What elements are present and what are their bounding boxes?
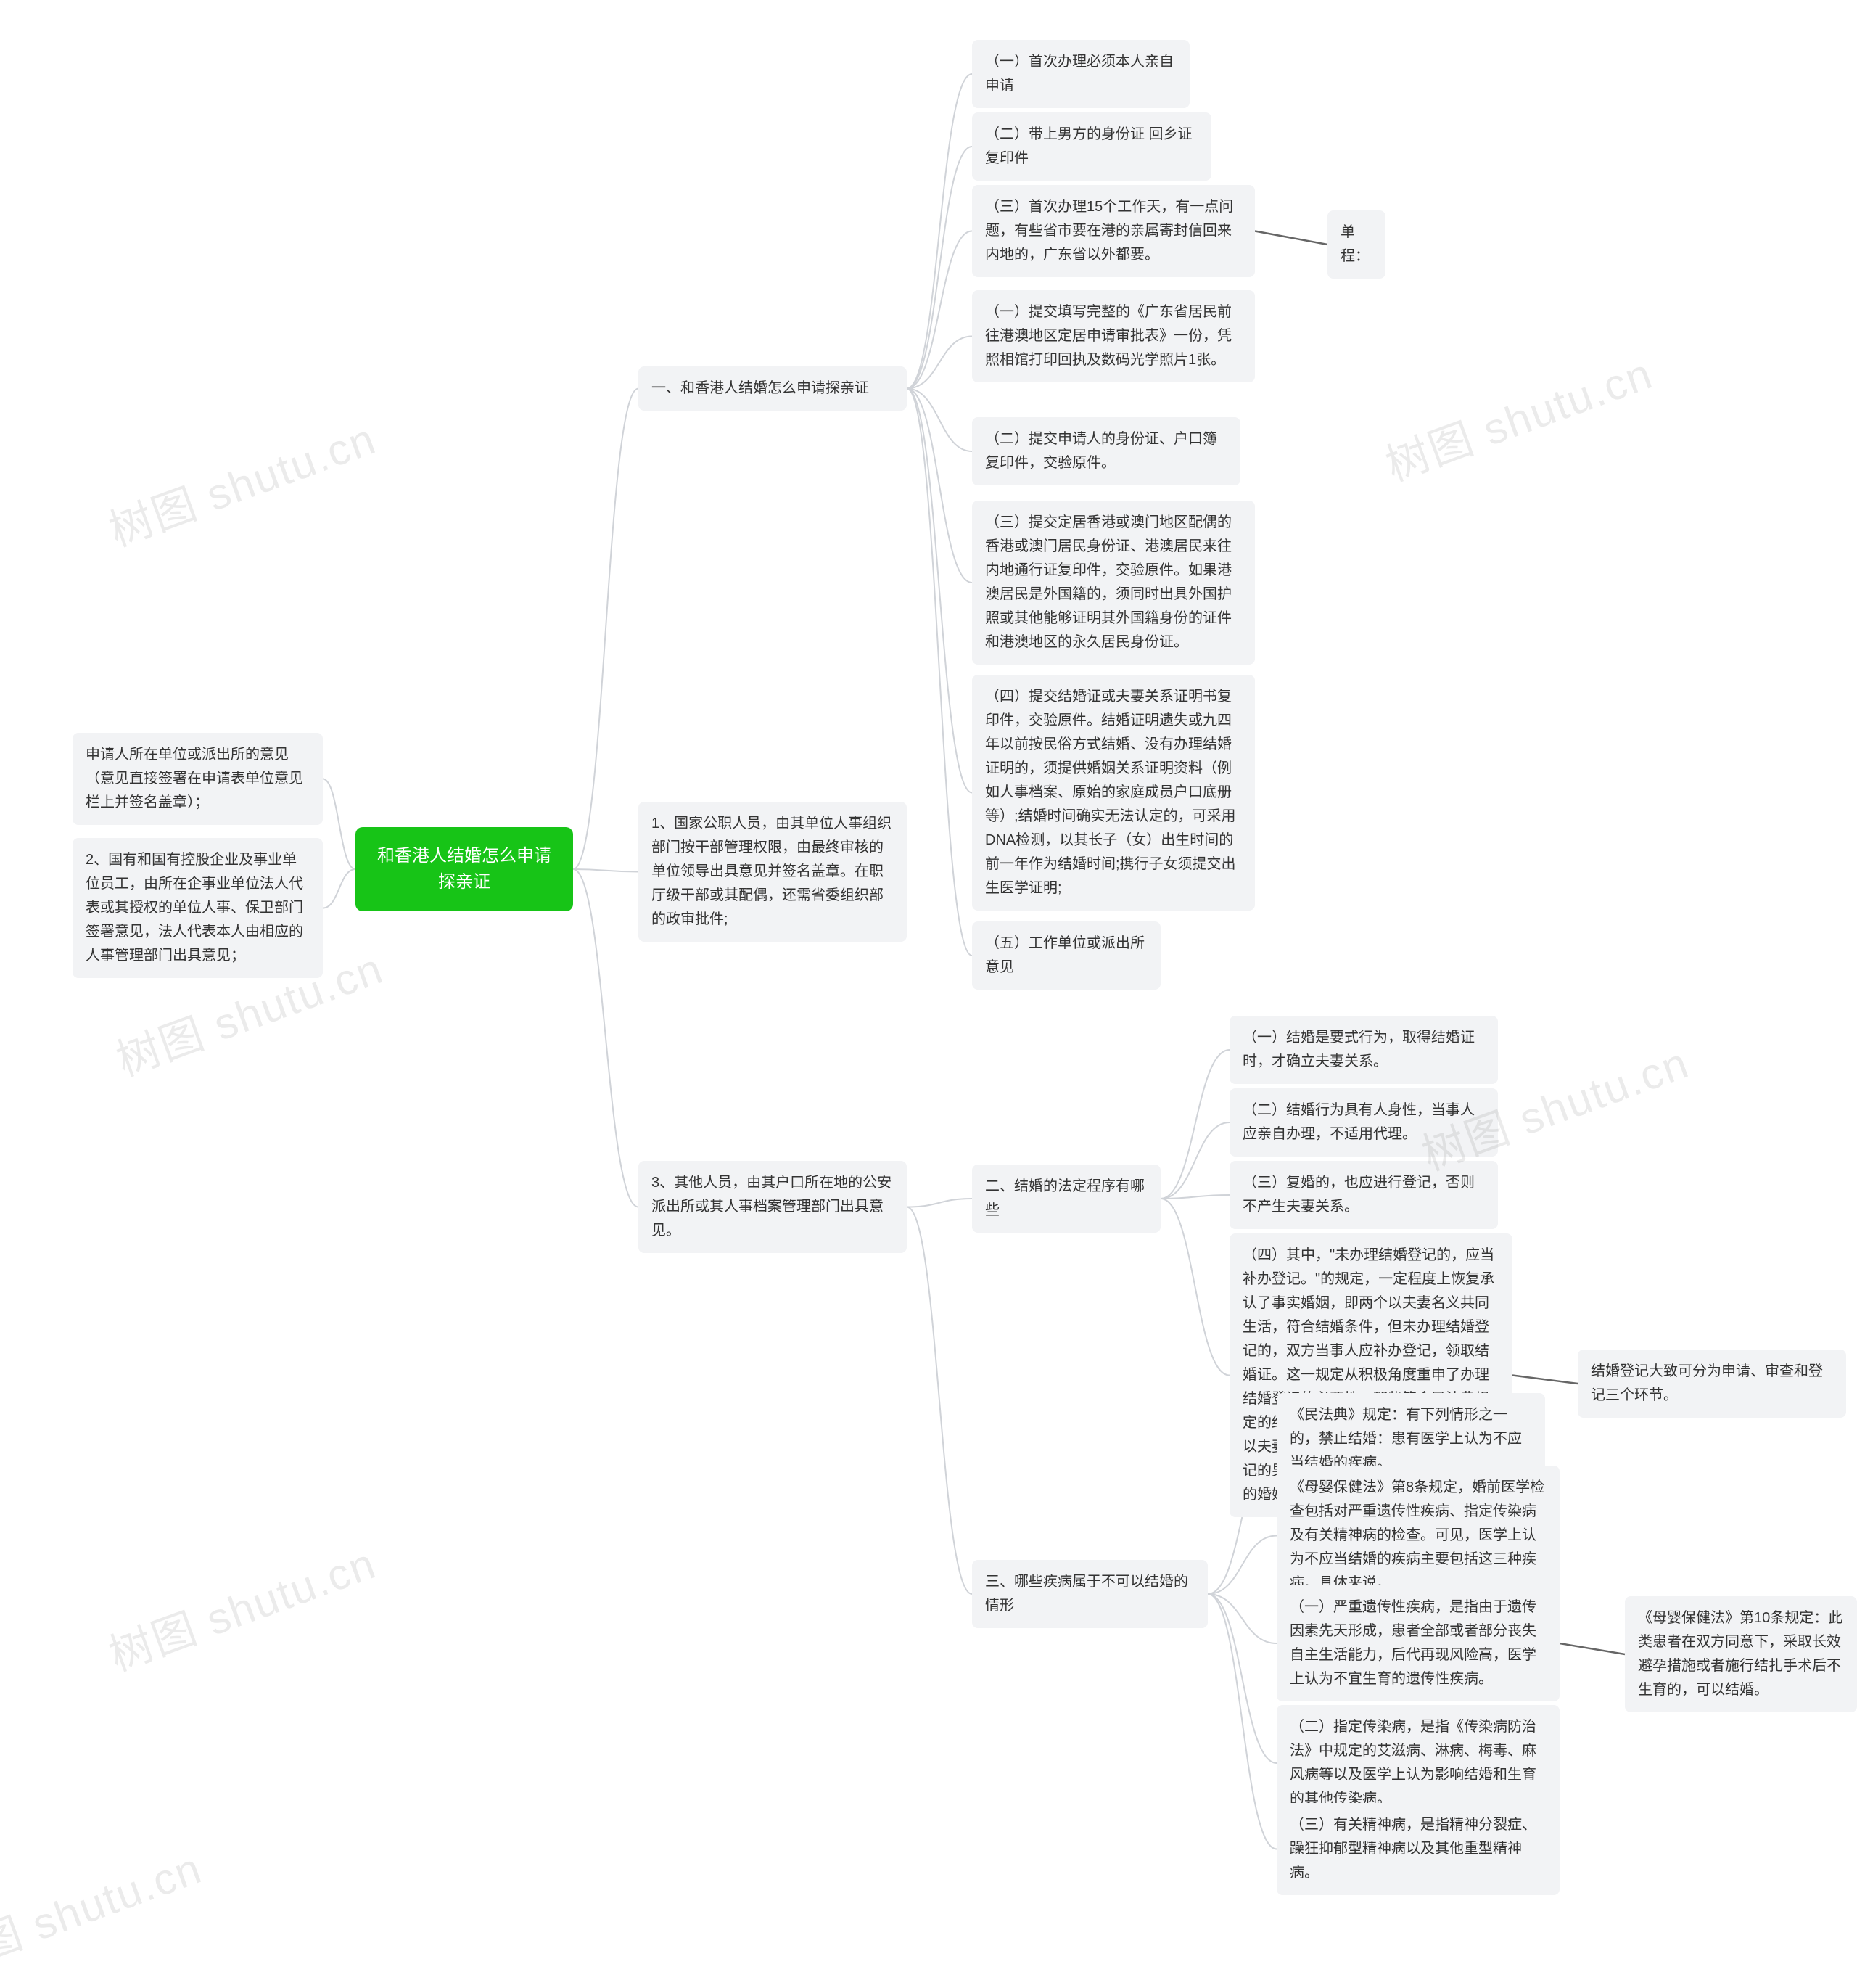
node-r1c[interactable]: （三）首次办理15个工作天，有一点问题，有些省市要在港的亲属寄封信回来内地的，广… bbox=[972, 185, 1255, 277]
node-r3b3x[interactable]: 《母婴保健法》第10条规定：此类患者在双方同意下，采取长效避孕措施或者施行结扎手… bbox=[1625, 1596, 1857, 1712]
node-r1d[interactable]: （一）提交填写完整的《广东省居民前往港澳地区定居申请审批表》一份，凭照相馆打印回… bbox=[972, 290, 1255, 382]
node-r1g[interactable]: （四）提交结婚证或夫妻关系证明书复印件，交验原件。结婚证明遗失或九四年以前按民俗… bbox=[972, 675, 1255, 911]
node-r1f[interactable]: （三）提交定居香港或澳门地区配偶的香港或澳门居民身份证、港澳居民来往内地通行证复… bbox=[972, 501, 1255, 665]
node-r3a3[interactable]: （三）复婚的，也应进行登记，否则不产生夫妻关系。 bbox=[1230, 1161, 1498, 1229]
node-r3a2[interactable]: （二）结婚行为具有人身性，当事人应亲自办理，不适用代理。 bbox=[1230, 1088, 1498, 1157]
node-r1e[interactable]: （二）提交申请人的身份证、户口簿复印件，交验原件。 bbox=[972, 417, 1240, 485]
left-node-2[interactable]: 2、国有和国有控股企业及事业单位员工，由所在企事业单位法人代表或其授权的单位人事… bbox=[73, 838, 323, 978]
branch-r2[interactable]: 1、国家公职人员，由其单位人事组织部门按干部管理权限，由最终审核的单位领导出具意… bbox=[638, 802, 907, 942]
node-r1h[interactable]: （五）工作单位或派出所意见 bbox=[972, 921, 1161, 990]
node-r1c1[interactable]: 单程： bbox=[1327, 210, 1385, 279]
node-r1b[interactable]: （二）带上男方的身份证 回乡证复印件 bbox=[972, 112, 1211, 181]
watermark-text: 树图 shutu.cn bbox=[1376, 339, 1660, 494]
node-r3b[interactable]: 三、哪些疾病属于不可以结婚的情形 bbox=[972, 1560, 1208, 1628]
watermark-text: 树图 shutu.cn bbox=[99, 1529, 384, 1684]
branch-r3[interactable]: 3、其他人员，由其户口所在地的公安派出所或其人事档案管理部门出具意见。 bbox=[638, 1161, 907, 1253]
node-r1a[interactable]: （一）首次办理必须本人亲自申请 bbox=[972, 40, 1190, 108]
node-r3b3[interactable]: （一）严重遗传性疾病，是指由于遗传因素先天形成，患者全部或者部分丧失自主生活能力… bbox=[1277, 1585, 1560, 1701]
root-node[interactable]: 和香港人结婚怎么申请探亲证 bbox=[355, 827, 573, 911]
node-r3b5[interactable]: （三）有关精神病，是指精神分裂症、躁狂抑郁型精神病以及其他重型精神病。 bbox=[1277, 1803, 1560, 1895]
branch-r1[interactable]: 一、和香港人结婚怎么申请探亲证 bbox=[638, 366, 907, 411]
watermark-text: 树图 shutu.cn bbox=[99, 404, 384, 559]
left-node-1[interactable]: 申请人所在单位或派出所的意见（意见直接签署在申请表单位意见栏上并签名盖章）； bbox=[73, 733, 323, 825]
node-r3a1[interactable]: （一）结婚是要式行为，取得结婚证时，才确立夫妻关系。 bbox=[1230, 1016, 1498, 1084]
node-r3a4x[interactable]: 结婚登记大致可分为申请、审查和登记三个环节。 bbox=[1578, 1350, 1846, 1418]
node-r3a[interactable]: 二、结婚的法定程序有哪些 bbox=[972, 1165, 1161, 1233]
watermark-text: 树图 shutu.cn bbox=[0, 1833, 210, 1988]
